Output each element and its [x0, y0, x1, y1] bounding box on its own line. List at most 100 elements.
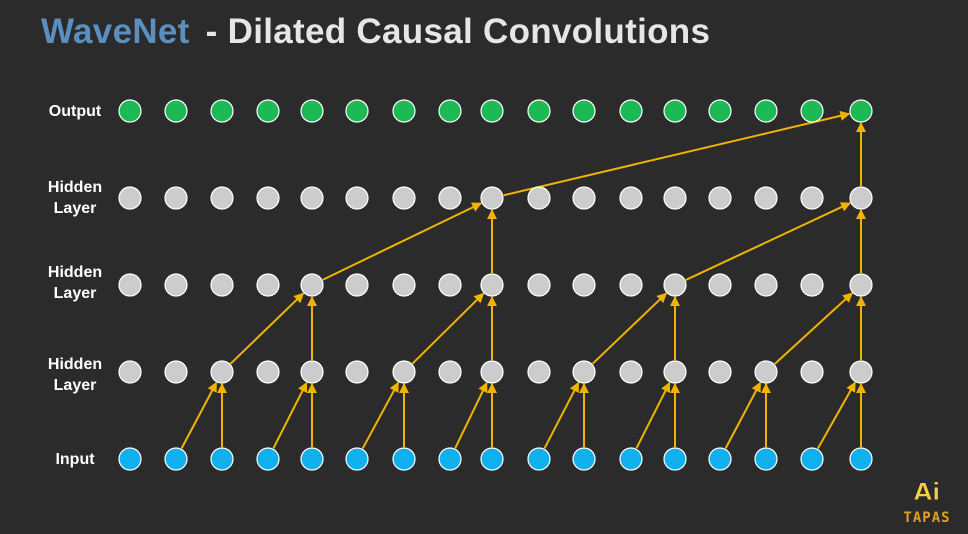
- hidden1-node: [164, 360, 188, 384]
- hidden2-node: [619, 273, 643, 297]
- row-label-hidden-2: Hidden Layer: [47, 264, 103, 302]
- hidden3-node: [392, 186, 416, 210]
- output-node: [800, 99, 824, 123]
- svg-text:TAPAS: TAPAS: [903, 510, 950, 526]
- hidden2-node: [118, 273, 142, 297]
- hidden1-node: [619, 360, 643, 384]
- hidden3-node: [572, 186, 596, 210]
- output-node: [164, 99, 188, 123]
- output-node: [708, 99, 732, 123]
- input-node: [663, 447, 687, 471]
- hidden2-node: [392, 273, 416, 297]
- title-brand: WaveNet: [41, 12, 190, 51]
- input-node: [300, 447, 324, 471]
- output-node: [527, 99, 551, 123]
- input-node: [619, 447, 643, 471]
- edge-input-9-to-hidden1-10: [543, 381, 580, 449]
- hidden3-node: [164, 186, 188, 210]
- input-node: [256, 447, 280, 471]
- output-node: [256, 99, 280, 123]
- output-node: [300, 99, 324, 123]
- hidden1-node: [256, 360, 280, 384]
- input-node: [527, 447, 551, 471]
- hidden1-node: [849, 360, 873, 384]
- hidden2-node: [663, 273, 687, 297]
- hidden3-node: [118, 186, 142, 210]
- output-node: [345, 99, 369, 123]
- hidden1-node: [345, 360, 369, 384]
- hidden3-node: [663, 186, 687, 210]
- input-node: [118, 447, 142, 471]
- hidden3-node: [708, 186, 732, 210]
- input-node: [480, 447, 504, 471]
- hidden2-node: [345, 273, 369, 297]
- edge-input-11-to-hidden1-12: [635, 381, 671, 449]
- hidden2-node: [708, 273, 732, 297]
- hidden1-node: [708, 360, 732, 384]
- row-label-hidden-3: Hidden Layer: [47, 179, 103, 217]
- output-node: [619, 99, 643, 123]
- edge-input-1-to-hidden1-2: [180, 381, 218, 449]
- edge-layer: [180, 110, 866, 450]
- title-subtitle: - Dilated Causal Convolutions: [205, 12, 711, 51]
- hidden2-node: [754, 273, 778, 297]
- edge-hidden3-8-to-output-16: [503, 110, 851, 197]
- input-node: [849, 447, 873, 471]
- hidden3-node: [300, 186, 324, 210]
- edge-hidden2-12-to-hidden3-16: [685, 202, 852, 281]
- row-label-output: Output: [48, 103, 102, 120]
- input-node: [345, 447, 369, 471]
- node-layer: [118, 99, 873, 471]
- hidden1-node: [800, 360, 824, 384]
- output-node: [392, 99, 416, 123]
- input-node: [392, 447, 416, 471]
- input-node: [754, 447, 778, 471]
- input-node: [210, 447, 234, 471]
- output-node: [210, 99, 234, 123]
- hidden3-node: [849, 186, 873, 210]
- output-node: [849, 99, 873, 123]
- edge-hidden1-14-to-hidden2-16: [774, 292, 853, 365]
- hidden1-node: [210, 360, 234, 384]
- output-node: [118, 99, 142, 123]
- output-node: [572, 99, 596, 123]
- hidden3-node: [256, 186, 280, 210]
- hidden1-node: [300, 360, 324, 384]
- hidden2-node: [527, 273, 551, 297]
- hidden2-node: [438, 273, 462, 297]
- input-node: [708, 447, 732, 471]
- hidden3-node: [619, 186, 643, 210]
- edge-input-15-to-hidden1-16: [817, 381, 856, 450]
- hidden2-node: [300, 273, 324, 297]
- hidden2-node: [572, 273, 596, 297]
- edge-input-3-to-hidden1-4: [272, 381, 308, 449]
- hidden1-node: [754, 360, 778, 384]
- input-node: [164, 447, 188, 471]
- hidden3-node: [527, 186, 551, 210]
- page-title: WaveNet - Dilated Causal Convolutions: [41, 12, 710, 52]
- hidden3-node: [800, 186, 824, 210]
- input-node: [572, 447, 596, 471]
- hidden2-node: [210, 273, 234, 297]
- hidden3-node: [345, 186, 369, 210]
- row-label-hidden-1: Hidden Layer: [47, 356, 103, 394]
- hidden2-node: [256, 273, 280, 297]
- hidden2-node: [164, 273, 188, 297]
- input-node: [438, 447, 462, 471]
- aitapas-logo: Ai TAPAS: [896, 476, 958, 528]
- edge-hidden1-2-to-hidden2-4: [229, 292, 305, 365]
- edge-hidden2-4-to-hidden3-8: [322, 202, 483, 281]
- edge-input-13-to-hidden1-14: [724, 381, 762, 449]
- hidden1-node: [572, 360, 596, 384]
- hidden1-node: [392, 360, 416, 384]
- output-node: [754, 99, 778, 123]
- hidden3-node: [438, 186, 462, 210]
- edge-hidden1-6-to-hidden2-8: [411, 292, 485, 365]
- edge-hidden1-10-to-hidden2-12: [591, 292, 668, 365]
- edge-input-7-to-hidden1-8: [454, 381, 488, 449]
- hidden1-node: [118, 360, 142, 384]
- hidden2-node: [800, 273, 824, 297]
- output-node: [480, 99, 504, 123]
- svg-text:Ai: Ai: [914, 478, 941, 506]
